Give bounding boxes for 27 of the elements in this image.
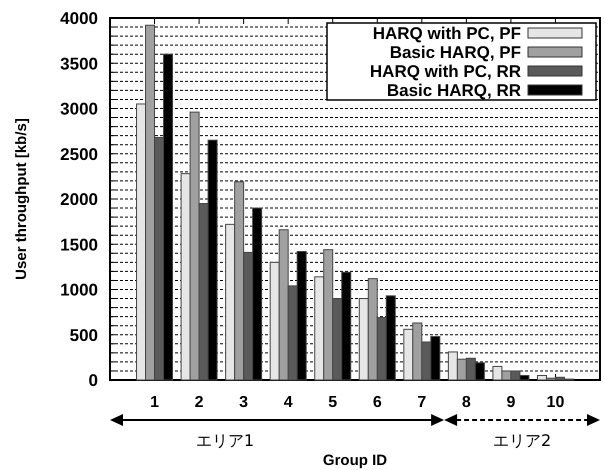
y-tick-label: 0 xyxy=(88,371,98,390)
y-tick-label: 500 xyxy=(70,326,98,345)
x-tick-label: 3 xyxy=(239,394,248,411)
y-tick-label: 2500 xyxy=(60,144,98,164)
legend-label: Basic HARQ, PF xyxy=(390,43,521,62)
x-tick-label: 6 xyxy=(372,394,382,411)
legend-label: HARQ with PC, RR xyxy=(370,62,521,81)
x-tick-label: 1 xyxy=(150,394,160,411)
text: エリア1 xyxy=(196,431,254,450)
x-tick-label: 2 xyxy=(194,394,204,411)
x-tick-label: 9 xyxy=(506,394,516,411)
x-tick-label: 8 xyxy=(462,394,471,411)
y-tick-label: 4000 xyxy=(60,9,98,28)
x-tick-label: 10 xyxy=(546,394,564,411)
x-tick-label: 5 xyxy=(328,394,338,411)
y-tick-label: 2000 xyxy=(60,190,98,209)
x-tick-label: 4 xyxy=(284,394,293,411)
text: エリア2 xyxy=(492,431,552,450)
legend-label: Basic HARQ, RR xyxy=(386,81,521,100)
x-axis-title: Group ID xyxy=(322,452,388,469)
y-tick-label: 1500 xyxy=(60,235,98,254)
x-tick-label: 7 xyxy=(417,394,426,411)
y-axis-title: User throughput [kb/s] xyxy=(13,118,30,280)
legend-label: HARQ with PC, PF xyxy=(372,24,521,43)
y-tick-label: 3500 xyxy=(60,54,98,74)
y-tick-label: 1000 xyxy=(60,280,98,300)
y-tick-label: 3000 xyxy=(60,100,98,118)
